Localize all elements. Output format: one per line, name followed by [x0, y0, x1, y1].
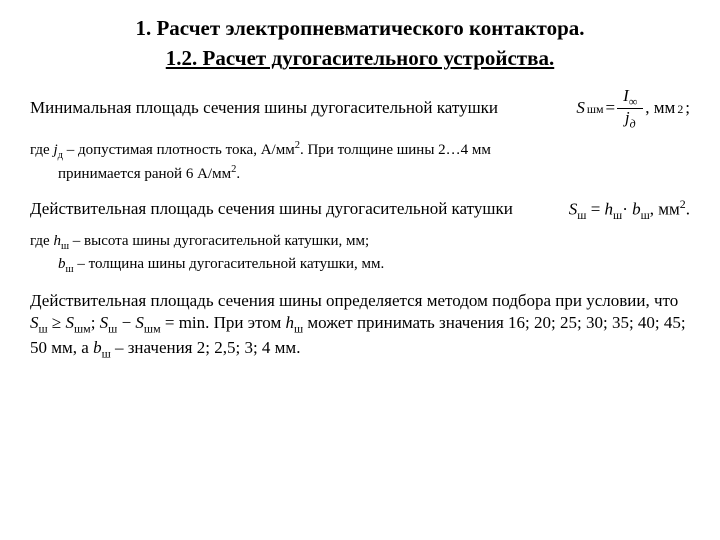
b3-eqmin: = min. При этом — [161, 313, 286, 332]
b2-note-b: b — [58, 256, 66, 272]
block1-text: Минимальная площадь сечения шины дугогас… — [30, 97, 576, 120]
b3-S4: S — [135, 313, 144, 332]
block2-note: где hш – высота шины дугогасительной кат… — [30, 231, 690, 277]
block3-para: Действительная площадь сечения шины опре… — [30, 290, 690, 362]
b2-b: b — [628, 200, 641, 219]
b2-note-btext: – толщина шины дугогасительной катушки, … — [74, 256, 385, 272]
b3-a: Действительная площадь сечения шины опре… — [30, 291, 678, 310]
b3-S3: S — [100, 313, 109, 332]
b2-note-line2: bш – толщина шины дугогасительной катушк… — [30, 254, 690, 277]
b3-S4sub: шм — [144, 322, 161, 336]
b2-note-hsub: ш — [61, 241, 69, 252]
note-line2-wrap: принимается раной 6 А/мм2. — [30, 163, 690, 184]
note-a: – допустимая плотность тока, А/мм — [63, 142, 295, 158]
b2-note-lead: где — [30, 233, 53, 249]
note-line2: принимается раной 6 А/мм — [58, 166, 231, 182]
b3-S1sub: ш — [39, 322, 48, 336]
page-title: 1. Расчет электропневматического контакт… — [30, 14, 690, 42]
block2-text: Действительная площадь сечения шины дуго… — [30, 198, 569, 221]
sym-S: S — [576, 97, 585, 120]
page-subtitle: 1.2. Расчет дугогасительного устройства. — [30, 44, 690, 72]
tail: ; — [685, 97, 690, 120]
b2-note-bsub: ш — [66, 264, 74, 275]
b2-hsub: ш — [613, 208, 622, 222]
sub-shm: шм — [587, 101, 604, 117]
b3-sep1: ; — [91, 313, 100, 332]
unit-sup: 2 — [677, 101, 683, 117]
note-lead: где — [30, 142, 53, 158]
b2-bsub: ш — [641, 208, 650, 222]
block2-formula: Sш = hш· bш, мм2. — [569, 196, 690, 223]
b3-h: h — [285, 313, 294, 332]
b2-tail: . — [686, 200, 690, 219]
note-line2-tail: . — [236, 166, 240, 182]
b2-h: h — [605, 200, 614, 219]
num-sub: ∞ — [629, 94, 637, 108]
b3-ge: ≥ — [48, 313, 66, 332]
block1-formula: Sшм = I∞ jд , мм2; — [576, 87, 690, 131]
b3-b: b — [93, 338, 102, 357]
block1-row: Минимальная площадь сечения шины дугогас… — [30, 87, 690, 131]
fraction: I∞ jд — [617, 87, 643, 131]
eq: = — [606, 97, 616, 120]
b3-bsub: ш — [102, 346, 111, 360]
b2-note-htext: – высота шины дугогасительной катушки, м… — [69, 233, 369, 249]
b3-hsub: ш — [294, 322, 303, 336]
unit-mm: , мм — [645, 97, 675, 120]
b2-unit: , мм — [650, 200, 680, 219]
b2-note-h: h — [53, 233, 61, 249]
b3-S1: S — [30, 313, 39, 332]
b3-minus: − — [117, 313, 135, 332]
b2-eq: = — [586, 200, 604, 219]
note-b: . При толщине шины 2…4 мм — [300, 142, 491, 158]
block1-note: где jд – допустимая плотность тока, А/мм… — [30, 139, 690, 184]
b3-S2sub: шм — [74, 322, 91, 336]
block2-row: Действительная площадь сечения шины дуго… — [30, 196, 690, 223]
b3-c: – значения 2; 2,5; 3; 4 мм. — [111, 338, 301, 357]
b3-S3sub: ш — [108, 322, 117, 336]
b3-S2: S — [66, 313, 75, 332]
den-sub: д — [630, 117, 636, 131]
